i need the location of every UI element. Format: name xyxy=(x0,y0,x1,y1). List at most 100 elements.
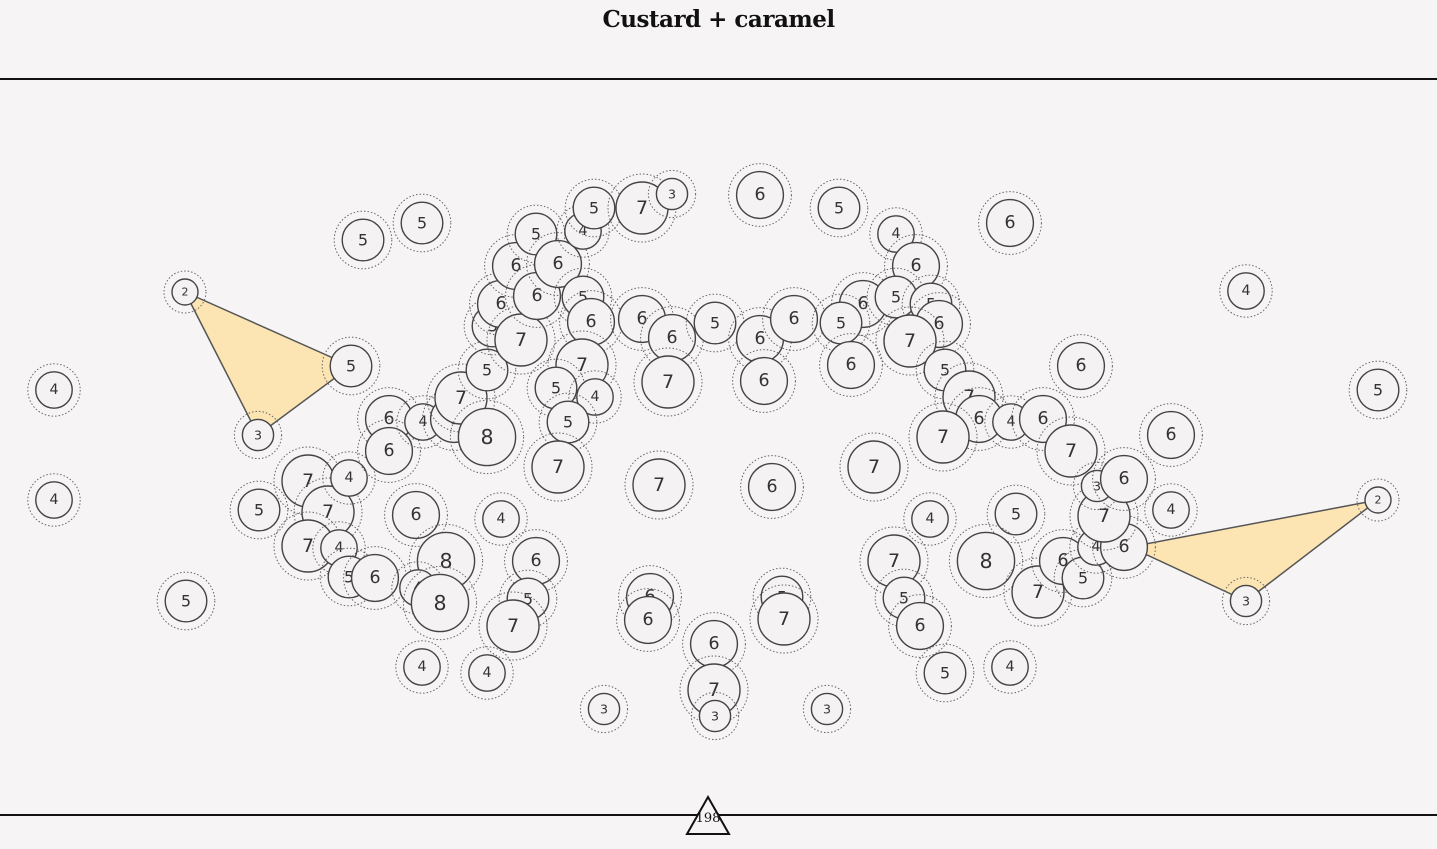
bubble-circle xyxy=(757,592,811,646)
bubble[interactable]: 7 xyxy=(624,450,694,520)
bubble[interactable]: 8 xyxy=(948,523,1024,599)
bubble-halo xyxy=(986,484,1046,544)
bubble-halo xyxy=(322,451,376,505)
bubble[interactable]: 5 xyxy=(685,293,745,353)
bubble[interactable]: 6 xyxy=(762,287,826,351)
bubble-value: 5 xyxy=(836,314,846,333)
bubble[interactable]: 7 xyxy=(1036,416,1106,486)
bubble-halo xyxy=(732,349,796,413)
bubble-halo xyxy=(474,492,528,546)
bubble[interactable]: 5 xyxy=(457,340,517,400)
bubble[interactable]: 4 xyxy=(27,363,81,417)
bubble-value: 5 xyxy=(254,501,264,520)
bubble[interactable]: 3 xyxy=(233,410,283,460)
bubble-circle xyxy=(35,481,73,519)
bubble-value: 2 xyxy=(1375,494,1382,507)
bubble[interactable]: 6 xyxy=(1092,447,1156,511)
bubble-value: 7 xyxy=(1032,581,1044,603)
bubble[interactable]: 6 xyxy=(1139,403,1203,467)
bubble[interactable]: 7 xyxy=(908,402,978,472)
bubble[interactable]: 6 xyxy=(819,333,883,397)
bubble[interactable]: 5 xyxy=(333,210,393,270)
bubble[interactable]: 3 xyxy=(647,169,697,219)
bubble-halo xyxy=(1221,576,1271,626)
bubble-value: 5 xyxy=(899,589,909,608)
bubble-value: 6 xyxy=(914,616,925,636)
bubble[interactable]: 5 xyxy=(392,193,452,253)
bubble[interactable]: 4 xyxy=(474,492,528,546)
bubble-halo xyxy=(616,588,680,652)
bubble-value: 7 xyxy=(302,535,314,557)
bubble[interactable]: 6 xyxy=(740,455,804,519)
bubble-layer[interactable]: 2355544557774456664678556766564556737545… xyxy=(27,163,1408,741)
bubble[interactable]: 7 xyxy=(523,432,593,502)
bubble[interactable]: 4 xyxy=(568,370,622,424)
bubble[interactable]: 4 xyxy=(322,451,376,505)
bubble-circle xyxy=(739,356,789,406)
bubble-circle xyxy=(1044,424,1098,478)
bubble[interactable]: 4 xyxy=(1219,264,1273,318)
bubble[interactable]: 4 xyxy=(869,207,923,261)
bubble[interactable]: 6 xyxy=(357,419,421,483)
bubble[interactable]: 5 xyxy=(1348,360,1408,420)
bubble-halo xyxy=(163,270,207,314)
bubble[interactable]: 3 xyxy=(579,684,629,734)
bubble[interactable]: 5 xyxy=(866,267,926,327)
bubble[interactable]: 6 xyxy=(384,483,448,547)
bubble[interactable]: 4 xyxy=(460,646,514,700)
bubble-value: 6 xyxy=(857,294,868,314)
bubble[interactable]: 7 xyxy=(478,591,548,661)
bubble-value: 4 xyxy=(49,492,58,508)
bubble-circle xyxy=(400,201,444,245)
bubble[interactable]: 5 xyxy=(986,484,1046,544)
bubble-halo xyxy=(457,340,517,400)
bubble-circle xyxy=(994,492,1038,536)
bubble[interactable]: 5 xyxy=(915,643,975,703)
bubble[interactable]: 6 xyxy=(888,594,952,658)
bubble-halo xyxy=(321,336,381,396)
bubble[interactable]: 6 xyxy=(1049,334,1113,398)
bubble[interactable]: 3 xyxy=(690,691,740,741)
bubble-value: 5 xyxy=(531,225,541,244)
bubble[interactable]: 6 xyxy=(343,546,407,610)
bubble[interactable]: 5 xyxy=(156,571,216,631)
bubble-circle xyxy=(1146,410,1196,460)
bubble-halo xyxy=(392,193,452,253)
bubble[interactable]: 7 xyxy=(679,655,749,725)
bubble[interactable]: 7 xyxy=(839,432,909,502)
bubble-value: 7 xyxy=(302,470,314,492)
bubble-circle xyxy=(241,418,275,452)
bubble[interactable]: 5 xyxy=(229,480,289,540)
bubble[interactable]: 8 xyxy=(449,399,525,475)
bubble-value: 6 xyxy=(369,568,380,588)
bubble-circle xyxy=(632,458,686,512)
bubble-circle xyxy=(1056,341,1106,391)
bubble[interactable]: 6 xyxy=(978,191,1042,255)
bubble[interactable]: 6 xyxy=(732,349,796,413)
bubble[interactable]: 5 xyxy=(809,178,869,238)
bubble[interactable]: 3 xyxy=(802,684,852,734)
bubble[interactable]: 6 xyxy=(526,232,590,296)
bubble[interactable]: 6 xyxy=(728,163,792,227)
bubble[interactable]: 2 xyxy=(163,270,207,314)
bubble[interactable]: 2 xyxy=(1356,478,1400,522)
bubble-halo xyxy=(915,340,975,400)
bubble[interactable]: 4 xyxy=(27,473,81,527)
bubble-circle xyxy=(350,553,400,603)
bubble[interactable]: 7 xyxy=(749,584,819,654)
bubble[interactable]: 7 xyxy=(633,347,703,417)
bubble[interactable]: 7 xyxy=(1069,481,1139,551)
bubble[interactable]: 4 xyxy=(983,640,1037,694)
bubble[interactable]: 3 xyxy=(1221,576,1271,626)
bubble[interactable]: 6 xyxy=(616,588,680,652)
bubble-circle xyxy=(883,314,937,368)
bubble[interactable]: 5 xyxy=(538,392,598,452)
bubble[interactable]: 4 xyxy=(903,492,957,546)
bubble[interactable]: 7 xyxy=(486,305,556,375)
bubble-halo xyxy=(553,267,613,327)
bubble[interactable]: 8 xyxy=(402,565,478,641)
bubble[interactable]: 4 xyxy=(395,640,449,694)
bubble[interactable]: 4 xyxy=(1144,483,1198,537)
bubble[interactable]: 5 xyxy=(321,336,381,396)
